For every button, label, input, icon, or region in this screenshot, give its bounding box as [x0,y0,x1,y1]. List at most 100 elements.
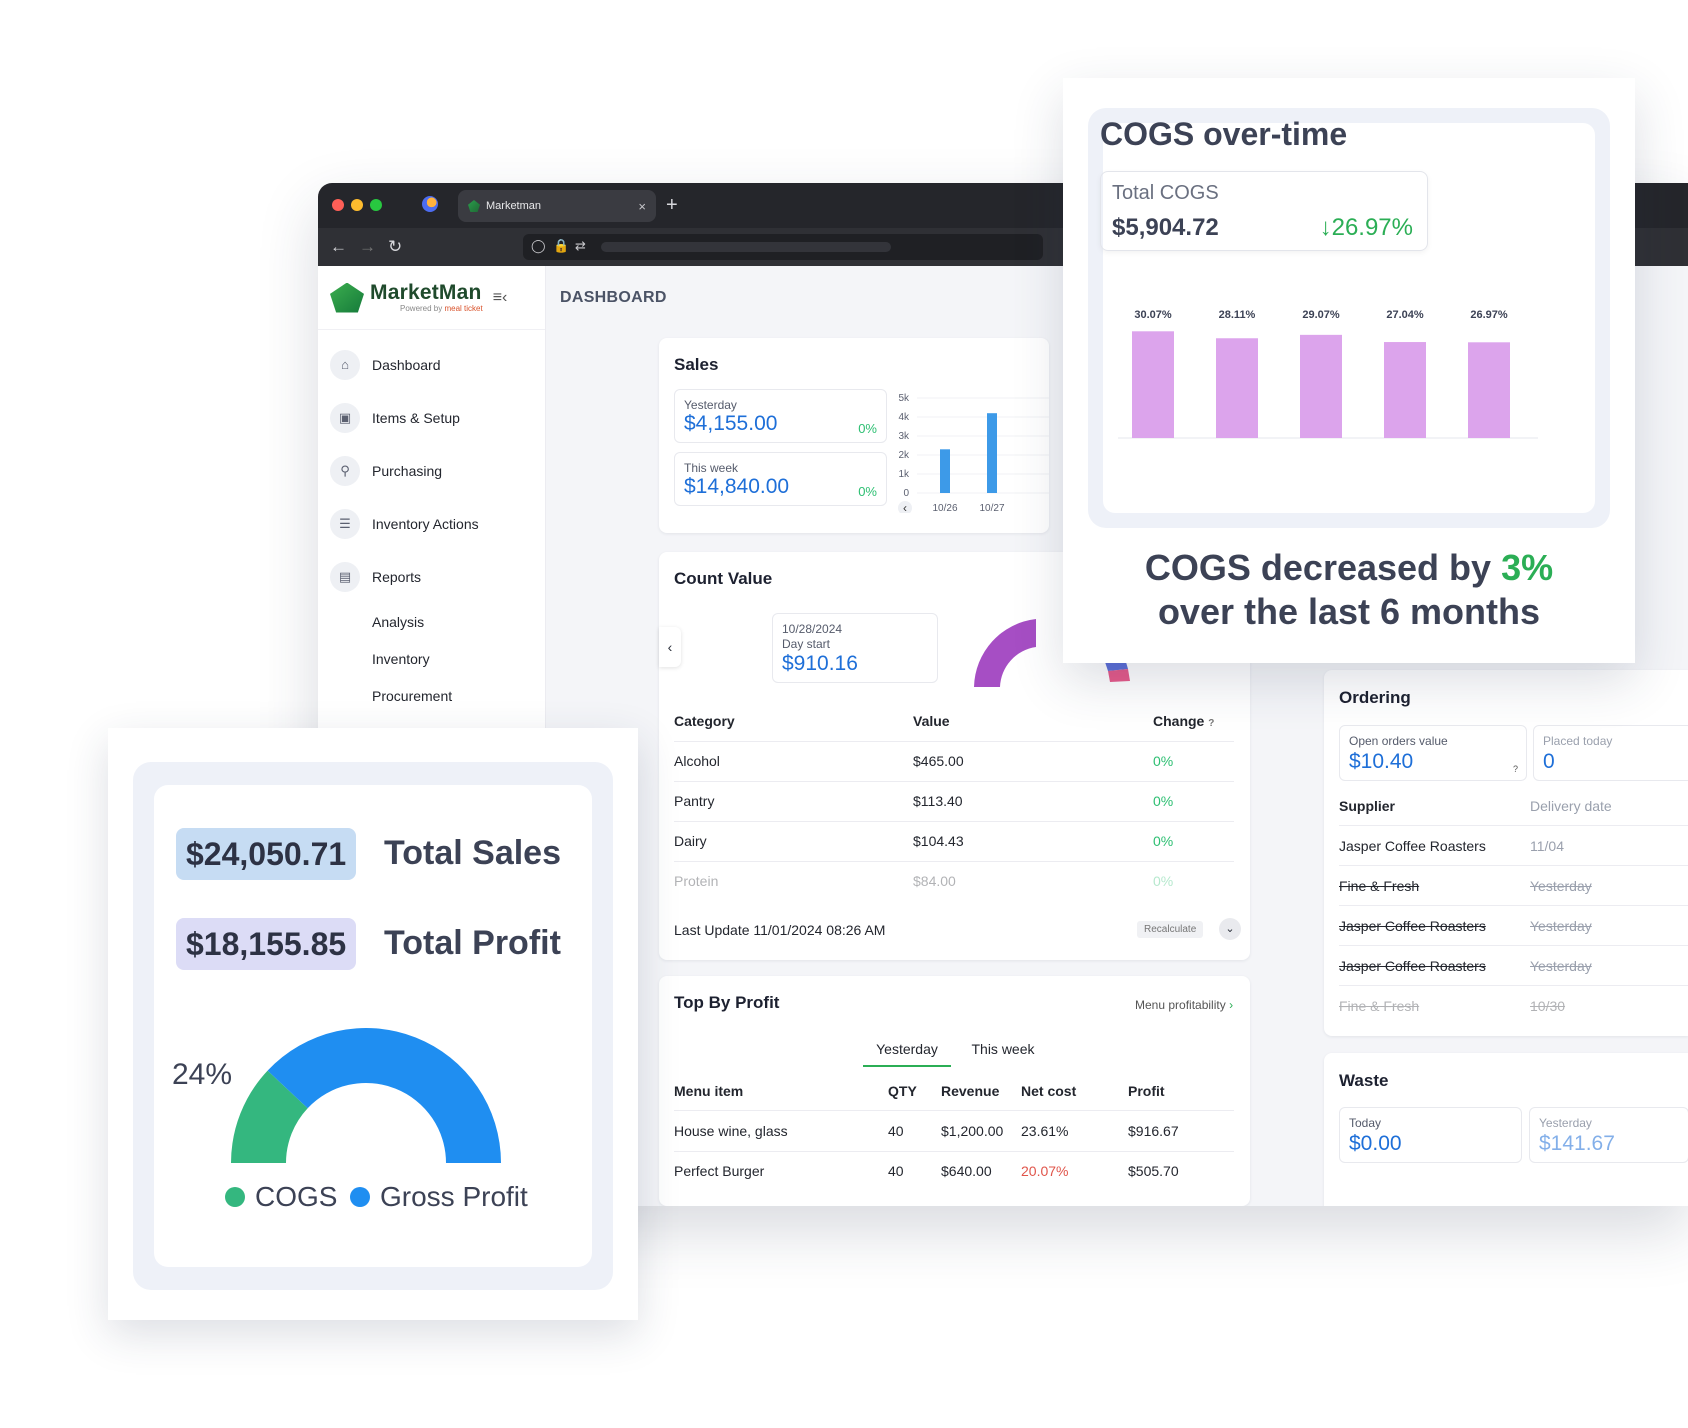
total-cogs-box: Total COGS $5,904.72 ↓26.97% [1100,171,1428,251]
chevron-right-icon: › [1229,998,1234,1012]
permissions-icon[interactable]: ⇄ [575,238,586,253]
url-field[interactable] [601,242,891,252]
sidebar-subitem-inventory[interactable]: Inventory [372,650,430,667]
tab-yesterday[interactable]: Yesterday [863,1041,951,1067]
cogs-slice [231,1070,308,1163]
col-header-value[interactable]: Value [913,713,950,729]
col-header-profit[interactable]: Profit [1128,1083,1165,1099]
row-date: 11/04 [1530,838,1564,854]
col-header-supplier[interactable]: Supplier [1339,798,1396,814]
row-supplier: Jasper Coffee Roasters [1339,918,1486,934]
marketman-favicon-icon [468,200,480,212]
menu-profitability-link[interactable]: Menu profitability › [1135,998,1234,1012]
lock-icon[interactable]: 🔒 [553,238,570,253]
stat-change: 0% [858,484,877,499]
stat-label: Open orders value [1349,734,1448,748]
stat-value: $0.00 [1349,1132,1402,1155]
url-bar[interactable]: ◯ 🔒 ⇄ [523,234,1043,260]
divider [674,1110,1234,1111]
sidebar-item-label: Reports [372,568,422,585]
browser-tab[interactable]: Marketman × [458,190,656,222]
tab-close-icon[interactable]: × [638,198,646,214]
divider [674,741,1234,742]
sidebar-item-dashboard[interactable]: ⌂ Dashboard [318,338,545,391]
sidebar-item-label: Items & Setup [372,409,460,426]
maximize-window-icon[interactable] [370,199,382,211]
marketman-logo-icon[interactable] [330,282,364,313]
minimize-window-icon[interactable] [351,199,363,211]
row-supplier: Fine & Fresh [1339,998,1420,1014]
waste-title: Waste [1339,1071,1389,1090]
waste-yesterday-box[interactable]: Yesterday $141.67 [1529,1107,1688,1163]
sidebar-item-inventory-actions[interactable]: ☰ Inventory Actions [318,497,545,550]
sales-bar-chart: 5k 4k 3k 2k 1k 0 10/26 10/27 ‹ [898,393,1049,513]
cogs-bar-label: 30.07% [1134,309,1172,321]
stat-value: 0 [1543,750,1555,773]
row-qty: 40 [888,1163,904,1179]
col-header-revenue[interactable]: Revenue [941,1083,1000,1099]
chevron-down-icon[interactable]: ⌄ [1219,918,1241,940]
cogs-frame [1088,108,1610,528]
new-tab-button[interactable]: + [666,194,678,216]
top-by-profit-card: Top By Profit Menu profitability › Yeste… [659,976,1250,1206]
reload-icon[interactable]: ↻ [388,237,403,256]
divider [674,821,1234,822]
close-window-icon[interactable] [332,199,344,211]
forward-arrow-icon[interactable]: → [359,237,376,256]
row-change: 0% [1153,833,1174,849]
last-update: Last Update 11/01/2024 08:26 AM [674,922,886,938]
col-header-change[interactable]: Change ? [1153,713,1215,729]
count-value-box[interactable]: 10/28/2024 Day start $910.16 [772,613,938,683]
logo[interactable]: MarketMan Powered by meal ticket [370,282,483,314]
count-date: 10/28/2024 [782,622,843,636]
sales-card: Sales Yesterday $4,155.00 0% This week $… [659,338,1049,533]
col-header-menu-item[interactable]: Menu item [674,1083,744,1099]
divider [1339,905,1688,906]
row-category: Dairy [674,833,707,849]
open-orders-box[interactable]: Open orders value $10.40 ? [1339,725,1527,781]
stat-label: This week [684,461,739,475]
sidebar-item-items-setup[interactable]: ▣ Items & Setup [318,391,545,444]
row-supplier: Fine & Fresh [1339,878,1420,894]
placed-today-box[interactable]: Placed today 0 [1533,725,1688,781]
total-profit-label: Total Profit [384,924,561,962]
legend-cogs: COGS [225,1181,337,1213]
sidebar-item-reports[interactable]: ▤ Reports [318,550,545,603]
legend-gross-profit: Gross Profit [350,1181,528,1213]
ordering-card: Ordering Open orders value $10.40 ? Plac… [1324,670,1688,1036]
sales-bar [987,413,997,493]
row-supplier: Jasper Coffee Roasters [1339,958,1486,974]
col-header-qty[interactable]: QTY [888,1083,917,1099]
chevron-left-icon: ‹ [903,501,907,513]
sales-week-box[interactable]: This week $14,840.00 0% [674,452,887,506]
waste-today-box[interactable]: Today $0.00 [1339,1107,1522,1163]
shield-icon[interactable]: ◯ [531,238,546,253]
firefox-icon [422,196,438,212]
list-icon: ☰ [330,508,360,539]
sidebar-subitem-procurement[interactable]: Procurement [372,687,453,704]
col-header-category[interactable]: Category [674,713,735,729]
row-date: Yesterday [1530,878,1592,894]
count-day-label: Day start [782,637,831,651]
sidebar-subitem-analysis[interactable]: Analysis [372,613,425,630]
powered-by: Powered by meal ticket [400,304,483,313]
stat-value: $10.40 [1349,750,1414,773]
help-icon[interactable]: ? [1512,764,1518,774]
col-header-net-cost[interactable]: Net cost [1021,1083,1077,1099]
recalculate-button[interactable]: Recalculate [1137,921,1204,938]
sidebar-item-purchasing[interactable]: ⚲ Purchasing [318,444,545,497]
sidebar-item-label: Inventory Actions [372,515,479,532]
sales-yesterday-box[interactable]: Yesterday $4,155.00 0% [674,389,887,443]
total-cogs-change: ↓26.97% [1319,214,1413,241]
ordering-title: Ordering [1339,688,1411,707]
sales-summary-panel: $24,050.71 Total Sales $18,155.85 Total … [108,728,638,1320]
divider [1339,865,1688,866]
stat-label: Today [1349,1116,1382,1130]
count-value-card: Count Value ‹ 10/28/2024 Day start $910.… [659,552,1250,960]
collapse-menu-icon[interactable]: ≡‹ [492,288,508,306]
col-header-delivery-date[interactable]: Delivery date [1530,798,1612,814]
back-arrow-icon[interactable]: ← [330,237,347,256]
tab-this-week[interactable]: This week [971,1041,1035,1057]
divider [674,781,1234,782]
carousel-prev-icon[interactable]: ‹ [659,627,681,667]
